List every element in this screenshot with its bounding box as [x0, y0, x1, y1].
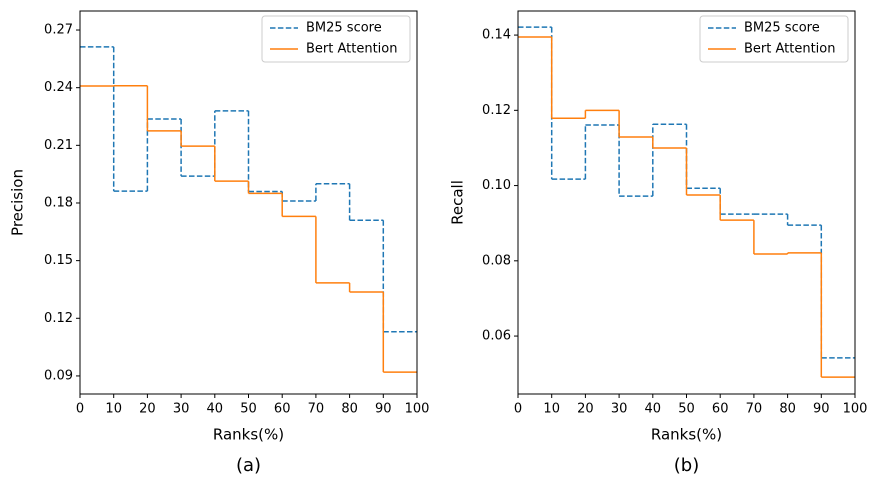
- x-tick-label: 0: [514, 402, 522, 417]
- x-tick-label: 20: [577, 402, 594, 417]
- y-tick-label: 0.27: [44, 23, 73, 38]
- x-tick-label: 20: [139, 402, 156, 417]
- x-tick-label: 10: [105, 402, 122, 417]
- y-tick-label: 0.12: [482, 103, 511, 118]
- x-tick-label: 10: [543, 402, 560, 417]
- x-axis-label: Ranks(%): [651, 426, 722, 444]
- x-tick-label: 70: [308, 402, 325, 417]
- x-tick-label: 50: [240, 402, 257, 417]
- legend-label: BM25 score: [744, 21, 820, 36]
- x-tick-label: 80: [341, 402, 358, 417]
- y-tick-label: 0.12: [44, 311, 73, 326]
- y-tick-label: 0.06: [482, 329, 511, 344]
- x-tick-label: 50: [678, 402, 695, 417]
- x-tick-label: 100: [843, 402, 868, 417]
- y-tick-label: 0.21: [44, 138, 73, 153]
- y-axis-label: Precision: [9, 169, 27, 236]
- x-tick-label: 80: [779, 402, 796, 417]
- x-tick-label: 30: [611, 402, 628, 417]
- y-tick-label: 0.24: [44, 80, 73, 95]
- caption: (a): [236, 455, 261, 476]
- caption: (b): [674, 455, 699, 476]
- x-tick-label: 100: [405, 402, 430, 417]
- x-tick-label: 60: [274, 402, 291, 417]
- legend-label: BM25 score: [306, 21, 382, 36]
- x-tick-label: 90: [813, 402, 830, 417]
- x-axis-label: Ranks(%): [213, 426, 284, 444]
- x-tick-label: 30: [173, 402, 190, 417]
- x-tick-label: 60: [712, 402, 729, 417]
- x-tick-label: 0: [76, 402, 84, 417]
- x-tick-label: 40: [645, 402, 662, 417]
- y-tick-label: 0.10: [482, 178, 511, 193]
- y-tick-label: 0.15: [44, 253, 73, 268]
- x-tick-label: 90: [375, 402, 392, 417]
- axes-frame: [517, 10, 856, 395]
- axes-frame: [79, 10, 418, 395]
- y-tick-label: 0.14: [482, 28, 511, 43]
- y-tick-label: 0.18: [44, 195, 73, 210]
- x-tick-label: 70: [746, 402, 763, 417]
- legend-box: [699, 15, 849, 63]
- x-tick-label: 40: [207, 402, 224, 417]
- legend-box: [261, 15, 411, 63]
- y-tick-label: 0.09: [44, 368, 73, 383]
- legend-label: Bert Attention: [306, 42, 398, 57]
- y-tick-label: 0.08: [482, 253, 511, 268]
- y-axis-label: Recall: [449, 180, 467, 225]
- legend-label: Bert Attention: [744, 42, 836, 57]
